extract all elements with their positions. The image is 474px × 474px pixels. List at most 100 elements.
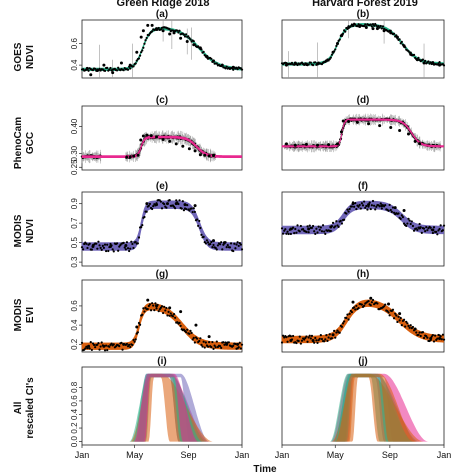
obs-dense-point <box>298 230 301 233</box>
obs-dense-point <box>319 226 322 229</box>
obs-dense-point <box>221 248 224 251</box>
obs-dense-point <box>126 247 130 250</box>
y-tick-label: 0.6 <box>70 300 79 312</box>
obs-dense-point <box>310 226 314 230</box>
obs-dense-point <box>345 212 348 215</box>
observation-point <box>324 59 328 63</box>
obs-dense-point <box>197 224 200 227</box>
obs-dense-point <box>334 336 337 339</box>
obs-dense-point <box>339 219 342 222</box>
observation-point <box>125 155 129 159</box>
obs-dense-point <box>429 226 432 229</box>
observation-point <box>119 61 123 65</box>
obs-dense-point <box>135 59 138 62</box>
observation-point <box>135 50 139 54</box>
obs-dense-point <box>117 66 120 69</box>
obs-dense-point <box>310 334 314 337</box>
observation-point <box>139 35 143 39</box>
obs-dense-point <box>336 329 339 332</box>
obs-dense-point <box>396 320 399 324</box>
ci-band-0 <box>282 373 444 442</box>
obs-dense-point <box>290 61 294 64</box>
obs-dense-point <box>239 347 243 350</box>
obs-dense-point <box>375 205 378 208</box>
obs-dense-point <box>126 68 130 71</box>
ci-band-3 <box>282 373 444 442</box>
obs-dense-point <box>218 243 222 246</box>
observation-point <box>406 132 410 136</box>
obs-dense-point <box>189 329 192 332</box>
observation-point <box>351 23 355 27</box>
obs-dense-point <box>409 222 412 226</box>
observation-point <box>387 302 391 306</box>
obs-dense-point <box>128 249 131 253</box>
obs-dense-point <box>317 225 320 228</box>
obs-dense-point <box>344 30 347 33</box>
obs-dense-point <box>185 331 188 334</box>
observation-point <box>347 120 351 124</box>
obs-dense-point <box>152 205 155 208</box>
obs-dense-point <box>343 218 346 221</box>
obs-dense-point <box>103 243 107 246</box>
panel-letter: (g) <box>156 269 169 280</box>
obs-dense-point <box>296 63 299 67</box>
obs-dense-point <box>305 335 308 338</box>
observation-point <box>382 29 386 33</box>
obs-dense-point <box>438 227 441 231</box>
obs-dense-point <box>160 305 164 308</box>
obs-dense-point <box>165 206 168 209</box>
obs-dense-point <box>211 246 214 249</box>
panel-letter: (f) <box>358 181 368 192</box>
obs-dense-point <box>379 24 382 28</box>
column-title-left: Green Ridge 2018 <box>117 0 210 9</box>
y-tick-label: 0.4 <box>70 319 79 331</box>
obs-dense-point <box>340 222 344 225</box>
obs-dense-point <box>106 66 109 69</box>
obs-dense-point <box>359 207 362 210</box>
obs-dense-point <box>334 225 337 228</box>
obs-dense-point <box>439 335 442 338</box>
obs-dense-point <box>366 208 369 211</box>
obs-dense-point <box>240 248 244 251</box>
obs-dense-point <box>125 342 129 346</box>
x-tick-label: May <box>126 450 144 460</box>
obs-dense-point <box>387 209 390 212</box>
obs-dense-point <box>390 210 393 214</box>
obs-dense-point <box>399 316 402 320</box>
obs-dense-point <box>400 214 403 217</box>
obs-dense-point <box>192 336 195 339</box>
observation-point <box>402 209 406 212</box>
obs-dense-point <box>316 341 319 344</box>
observation-point <box>220 63 224 67</box>
panel-frame <box>81 19 243 79</box>
observation-point <box>181 144 185 148</box>
observation-point <box>431 61 435 65</box>
obs-dense-point <box>96 247 99 250</box>
obs-dense-point <box>401 216 405 219</box>
obs-dense-point <box>220 241 223 244</box>
obs-dense-point <box>240 68 244 71</box>
obs-dense-point <box>204 341 207 344</box>
obs-dense-point <box>306 225 309 228</box>
fitted-band <box>81 200 242 251</box>
ylabel-goes-1: GOES <box>13 42 24 71</box>
obs-dense-point <box>425 226 428 229</box>
observation-point <box>108 245 112 249</box>
obs-dense-point <box>397 315 400 318</box>
observation-point <box>139 138 143 142</box>
ci-band-1 <box>82 373 242 442</box>
obs-dense-point <box>151 30 154 33</box>
obs-dense-point <box>205 239 209 242</box>
ci-band-5 <box>282 373 444 442</box>
ylabel-phenocam-2: GCC <box>25 132 36 154</box>
obs-dense-point <box>81 248 85 251</box>
obs-dense-point <box>421 331 425 334</box>
obs-dense-point <box>211 340 214 344</box>
obs-dense-point <box>232 68 235 71</box>
obs-dense-point <box>187 35 190 38</box>
obs-dense-point <box>129 345 132 349</box>
obs-dense-point <box>153 309 156 312</box>
obs-dense-point <box>188 209 191 212</box>
obs-dense-point <box>87 69 90 72</box>
panel-letter: (b) <box>357 9 370 20</box>
